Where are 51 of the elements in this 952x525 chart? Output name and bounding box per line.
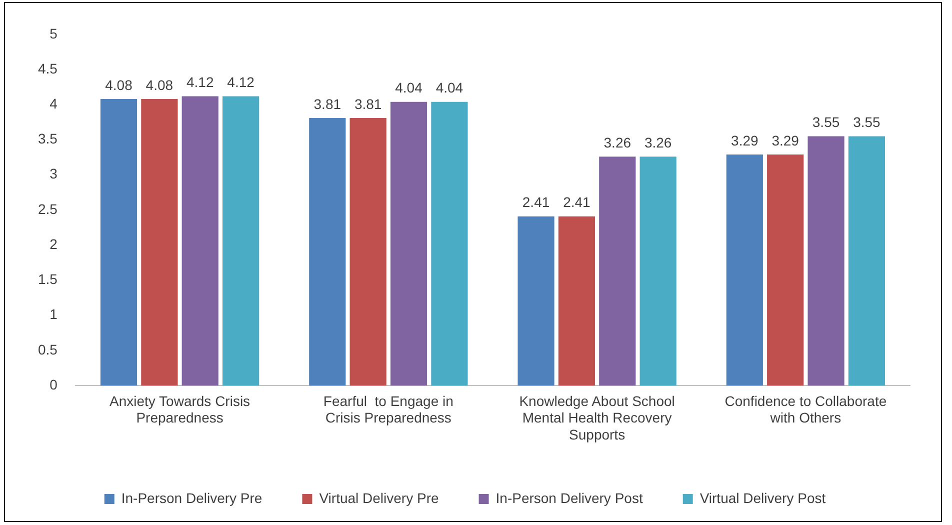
y-tick-label: 1 <box>50 306 58 322</box>
bar <box>558 216 596 386</box>
bar <box>350 118 386 386</box>
data-label: 3.29 <box>731 132 758 148</box>
x-tick-label: Fearful to Engage in Crisis Preparedness <box>323 392 454 426</box>
bar <box>222 96 260 386</box>
data-label: 4.12 <box>227 74 255 90</box>
data-label: 2.41 <box>563 194 591 210</box>
y-tick-label: 3 <box>50 166 58 182</box>
bar <box>518 216 554 386</box>
data-label: 4.08 <box>146 76 174 93</box>
bar <box>309 118 346 386</box>
x-tick-label: Confidence to Collaborate with Others <box>724 392 887 426</box>
y-tick-label: 2 <box>50 236 58 252</box>
bar <box>431 102 468 386</box>
y-tick-label: 0 <box>50 376 58 392</box>
data-label: 2.41 <box>522 194 550 210</box>
data-label: 4.04 <box>436 80 464 96</box>
bar <box>182 96 218 386</box>
data-label: 4.08 <box>105 76 133 93</box>
data-label: 3.29 <box>772 132 800 148</box>
y-tick-label: 4.5 <box>38 60 58 76</box>
y-tick-label: 3.5 <box>38 130 58 147</box>
bar <box>848 136 886 386</box>
bar <box>141 99 178 386</box>
y-tick-label: 2.5 <box>38 200 58 217</box>
bar <box>599 156 636 386</box>
bar <box>808 136 844 386</box>
x-tick-label: Anxiety Towards Crisis Preparedness <box>110 392 250 426</box>
y-tick-label: 4 <box>50 96 58 112</box>
legend-label: Virtual Delivery Pre <box>319 490 439 506</box>
data-label: 4.12 <box>186 74 214 90</box>
legend-label: Virtual Delivery Post <box>700 490 826 506</box>
data-label: 3.55 <box>812 114 840 130</box>
bar <box>100 99 138 386</box>
x-tick-label: Knowledge About School Mental Health Recovery Supports <box>519 392 675 442</box>
legend-label: In-Person Delivery Pre <box>121 490 262 506</box>
data-label: 4.04 <box>395 80 423 96</box>
data-label: 3.26 <box>604 134 632 150</box>
data-label: 3.81 <box>354 96 382 112</box>
data-label: 3.81 <box>314 96 342 112</box>
bar <box>390 102 428 386</box>
bar <box>767 154 804 386</box>
legend-label: In-Person Delivery Post <box>496 490 643 506</box>
y-tick-label: 1.5 <box>38 271 58 288</box>
y-tick-label: 0.5 <box>38 341 58 358</box>
data-label: 3.55 <box>853 114 881 130</box>
y-tick-label: 5 <box>50 25 58 42</box>
bar <box>640 156 676 386</box>
bar <box>726 154 763 386</box>
data-label: 3.26 <box>644 134 672 150</box>
